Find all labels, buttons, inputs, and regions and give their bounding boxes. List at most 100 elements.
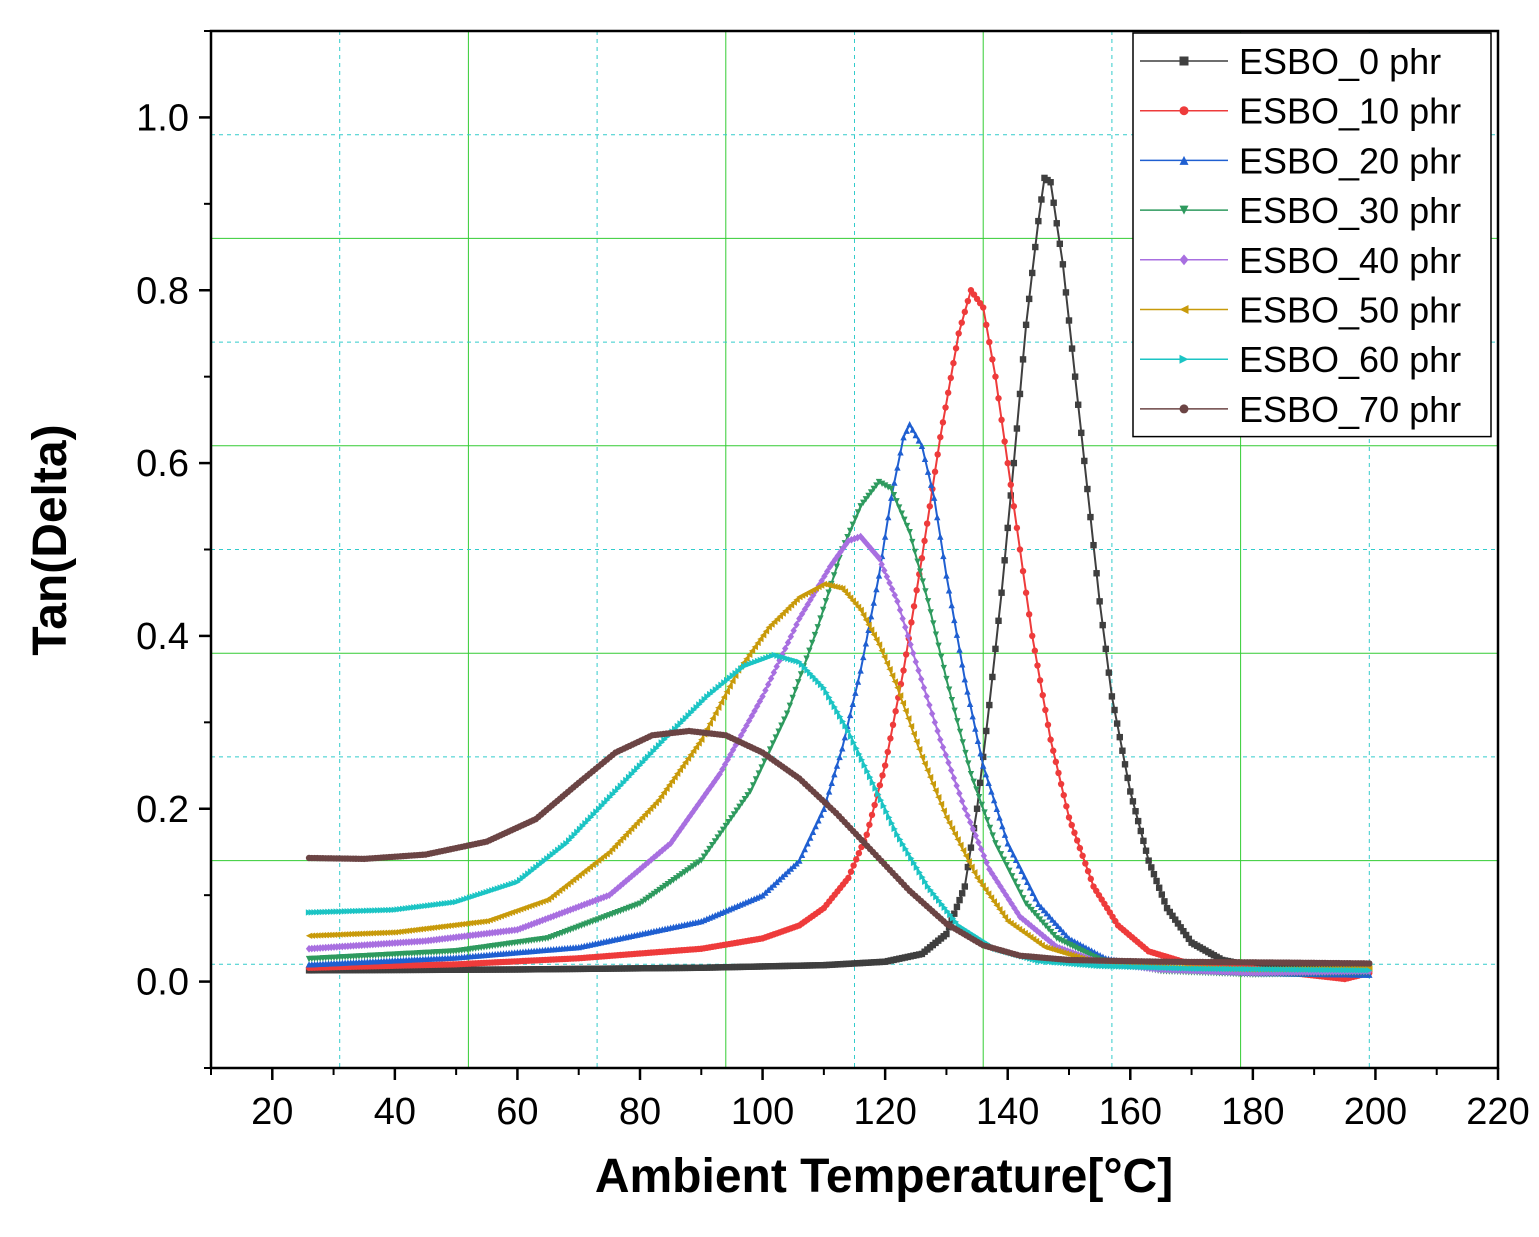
data-point — [873, 551, 880, 559]
data-point — [1071, 373, 1079, 380]
data-point — [619, 834, 627, 841]
data-point — [951, 707, 958, 715]
data-point — [1145, 857, 1152, 864]
data-point — [961, 883, 969, 890]
data-point — [767, 674, 775, 683]
data-point — [772, 734, 779, 741]
data-point — [786, 702, 794, 710]
data-point — [862, 496, 870, 503]
data-point — [975, 838, 982, 847]
data-point — [638, 814, 646, 821]
legend-swatch-marker — [1179, 305, 1189, 314]
data-point — [712, 709, 719, 717]
data-point — [1050, 747, 1057, 754]
data-point — [992, 645, 999, 653]
data-point — [1034, 662, 1041, 669]
data-point — [913, 864, 921, 871]
data-point — [762, 628, 770, 635]
data-point — [728, 815, 735, 822]
data-point — [863, 831, 870, 838]
data-point — [825, 788, 833, 795]
data-point — [1068, 345, 1076, 352]
data-point — [915, 746, 923, 753]
data-point — [965, 760, 972, 767]
data-point — [850, 862, 857, 869]
data-point — [1022, 589, 1030, 596]
data-point — [875, 478, 883, 486]
data-point — [461, 920, 468, 928]
data-point — [427, 924, 435, 932]
data-point — [907, 640, 914, 649]
data-point — [1003, 862, 1010, 869]
data-point — [784, 638, 792, 647]
data-point — [686, 812, 693, 821]
data-point — [923, 520, 931, 527]
data-point — [919, 578, 926, 585]
data-point — [867, 489, 875, 496]
data-point — [709, 715, 716, 722]
data-point — [885, 513, 892, 521]
data-point — [902, 651, 910, 658]
data-point — [1016, 390, 1024, 398]
data-point — [933, 893, 940, 901]
data-point — [1019, 567, 1027, 575]
data-point — [765, 624, 772, 631]
x-tick-label: 180 — [1221, 1091, 1284, 1133]
data-point — [660, 789, 667, 796]
data-point — [852, 515, 859, 522]
data-point — [1004, 840, 1011, 847]
data-point — [903, 522, 911, 530]
data-point — [758, 764, 765, 771]
data-point — [865, 492, 872, 500]
data-point — [888, 494, 895, 501]
data-point — [828, 779, 835, 787]
data-point — [400, 928, 407, 935]
data-point — [964, 811, 971, 820]
data-point — [914, 558, 921, 566]
data-point — [944, 908, 951, 915]
data-point — [1029, 889, 1036, 897]
data-point — [706, 720, 713, 727]
data-point — [1071, 829, 1078, 836]
data-point — [1093, 570, 1100, 577]
data-point — [954, 836, 961, 843]
data-point — [711, 778, 718, 786]
data-point — [964, 297, 972, 305]
data-point — [700, 853, 708, 860]
data-point — [909, 538, 916, 546]
data-point — [969, 825, 977, 833]
data-point — [988, 869, 996, 878]
data-point — [1044, 721, 1052, 729]
data-point — [992, 373, 999, 380]
data-point — [690, 747, 697, 755]
data-point — [857, 503, 864, 510]
data-point — [873, 636, 880, 643]
data-point — [751, 707, 758, 715]
data-point — [867, 612, 875, 620]
data-point — [1129, 798, 1137, 805]
data-point — [926, 701, 933, 709]
data-point — [795, 679, 802, 686]
data-point — [910, 603, 918, 610]
data-point — [948, 697, 956, 704]
data-point — [1051, 919, 1059, 926]
data-point — [940, 552, 947, 560]
data-point — [896, 836, 904, 843]
data-point — [716, 770, 723, 779]
data-point — [977, 845, 985, 853]
data-point — [641, 811, 648, 818]
data-point — [528, 920, 535, 929]
data-point — [994, 878, 1001, 887]
data-point — [848, 535, 855, 544]
data-point — [997, 851, 1005, 858]
legend-swatch-marker — [1179, 106, 1189, 116]
data-point — [793, 596, 800, 603]
data-point — [556, 910, 563, 918]
data-point — [823, 689, 830, 696]
data-point — [773, 615, 781, 623]
data-point — [824, 567, 831, 576]
data-point — [912, 431, 919, 439]
data-point — [892, 708, 899, 715]
data-point — [715, 704, 722, 711]
data-point — [708, 842, 716, 849]
